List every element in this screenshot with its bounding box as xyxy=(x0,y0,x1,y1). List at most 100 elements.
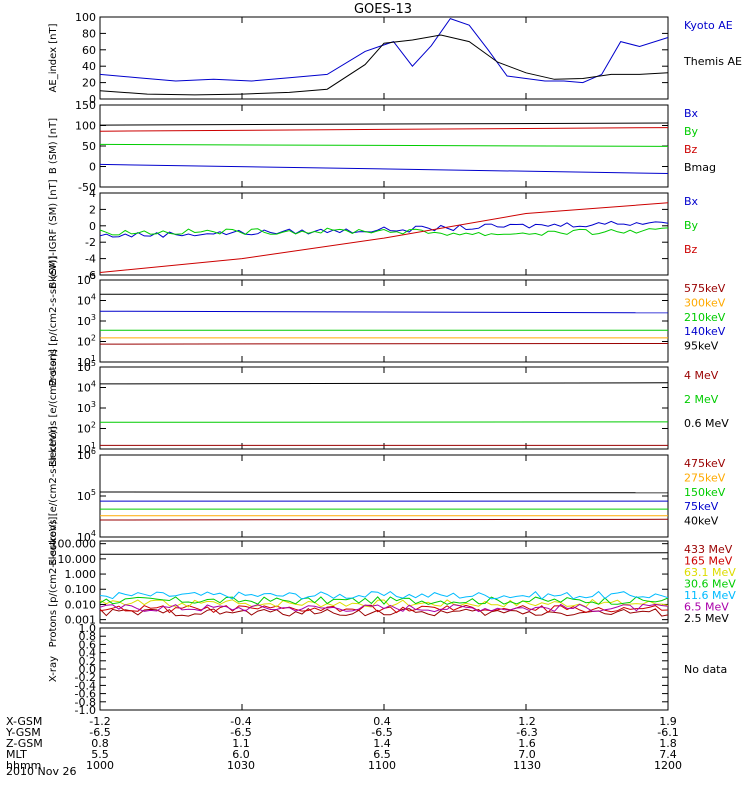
legend-label: 11.6 MeV xyxy=(684,589,736,602)
legend-label: 150keV xyxy=(684,486,726,499)
series-line-575keV xyxy=(99,343,669,345)
ephemeris-value: 1130 xyxy=(513,759,541,772)
panel-4: 101 102 103 104 105 Protons [p/(cm2-s-sr-keV)… xyxy=(48,256,726,387)
series-line-By xyxy=(99,227,669,237)
y-tick-label: 104 xyxy=(77,293,96,308)
legend-label: Bmag xyxy=(684,161,716,174)
panel-frame xyxy=(99,279,669,363)
y-tick-label: 20 xyxy=(82,77,96,90)
panel-2: -50 0 50 100 150 B (SM) [nT] Bx By Bz Bmag xyxy=(48,99,716,194)
series-line-140keV xyxy=(99,310,669,314)
series-line-6.5-MeV xyxy=(99,603,669,613)
y-axis-label: Protons [p/(cm2-s-sr-keV)] xyxy=(48,256,59,387)
y-tick-label: 80 xyxy=(82,27,96,40)
series-line-2.5-MeV xyxy=(99,552,669,555)
y-tick-label: 1.0 xyxy=(79,622,97,635)
ephemeris-value: -6.5 xyxy=(230,726,251,739)
legend-label: 140keV xyxy=(684,325,726,338)
panel-frame xyxy=(99,454,669,538)
series-line-433-MeV xyxy=(99,607,669,617)
legend-label: 210keV xyxy=(684,311,726,324)
legend-label: 30.6 MeV xyxy=(684,578,736,591)
y-tick-label: 1.000 xyxy=(65,568,97,581)
y-tick-label: -0.6 xyxy=(75,688,96,701)
y-tick-label: 60 xyxy=(82,44,96,57)
legend-label: 433 MeV xyxy=(684,543,733,556)
y-tick-label: 101 xyxy=(77,441,96,456)
y-tick-label: 0.2 xyxy=(79,655,97,668)
series-line-0.6-MeV xyxy=(99,382,669,385)
y-tick-label: 40 xyxy=(82,60,96,73)
series-line-Bz xyxy=(99,127,669,132)
ephemeris-value: 7.0 xyxy=(518,748,536,761)
y-tick-label: 102 xyxy=(77,421,96,436)
y-tick-label: 100.000 xyxy=(51,538,97,551)
series-line-475keV xyxy=(99,518,669,521)
y-tick-label: 0.001 xyxy=(65,614,97,627)
legend-label: 95keV xyxy=(684,340,719,353)
y-tick-label: -4 xyxy=(85,253,96,266)
y-tick-label: 0.0 xyxy=(79,663,97,676)
ephemeris-label: X-GSM xyxy=(6,715,42,728)
y-tick-label: 0 xyxy=(89,93,96,106)
ephemeris-label: MLT xyxy=(6,748,27,761)
series-line-Bz xyxy=(99,202,669,273)
ephemeris-value: -6.3 xyxy=(516,726,537,739)
y-axis-label: Protons [p/(cm2-s-sr-keV)] xyxy=(48,517,59,648)
y-tick-label: 4 xyxy=(89,187,96,200)
legend-label: Bx xyxy=(684,107,699,120)
series-line-30.6-MeV xyxy=(99,596,669,605)
ephemeris-value: -6.1 xyxy=(657,726,678,739)
legend-label: 165 MeV xyxy=(684,555,733,568)
y-tick-label: 50 xyxy=(82,140,96,153)
y-tick-label: 103 xyxy=(77,313,96,328)
legend-label: 40keV xyxy=(684,515,719,528)
y-tick-label: 105 xyxy=(77,359,96,374)
y-tick-label: 103 xyxy=(77,400,96,415)
ephemeris-value: 1000 xyxy=(86,759,114,772)
date-label: 2010 Nov 26 xyxy=(6,765,76,778)
series-line-Kyoto-AE xyxy=(99,18,669,84)
legend-label: 300keV xyxy=(684,296,726,309)
legend-label: 475keV xyxy=(684,457,726,470)
ephemeris-value: 7.4 xyxy=(659,748,677,761)
y-axis-label: B (SM) [nT] xyxy=(48,118,59,174)
y-tick-label: 102 xyxy=(77,334,96,349)
panel-6: 104 105 106 Electrons [e/(cm2-s-sr-keV)] 475… xyxy=(48,426,726,565)
ephemeris-value: 6.0 xyxy=(232,748,250,761)
y-tick-label: -1.0 xyxy=(75,704,96,717)
ephemeris-value: 0.8 xyxy=(91,737,109,750)
series-line-By xyxy=(99,143,669,147)
ephemeris-value: 5.5 xyxy=(91,748,109,761)
ephemeris-value: 1.1 xyxy=(232,737,250,750)
y-tick-label: 100 xyxy=(75,120,96,133)
y-tick-label: 104 xyxy=(77,529,96,544)
y-tick-label: 2 xyxy=(89,203,96,216)
panel-5: 101 102 103 104 105 Electrons [e/(cm2-s-sr)] 4… xyxy=(48,349,729,467)
panel-3: -6 -4 -2 0 2 4 B (SM)-IGRF (SM) [nT] Bx By Bz xyxy=(48,179,699,288)
series-line-40keV xyxy=(99,491,669,494)
y-axis-label: X-ray xyxy=(48,656,59,682)
y-tick-label: 0.010 xyxy=(65,598,97,611)
legend-label: By xyxy=(684,219,699,232)
legend-label: Themis AE xyxy=(683,55,742,68)
y-tick-label: -50 xyxy=(78,181,96,194)
y-tick-label: 0.4 xyxy=(79,647,97,660)
panel-frame xyxy=(99,192,669,276)
panel-frame xyxy=(99,366,669,450)
ephemeris-label: Z-GSM xyxy=(6,737,43,750)
y-tick-label: -6 xyxy=(85,269,96,282)
y-tick-label: 0.100 xyxy=(65,583,97,596)
panel-8: -1.0-0.8-0.6-0.4-0.20.00.20.40.60.81.0 X-… xyxy=(48,622,727,717)
y-tick-label: 0 xyxy=(89,220,96,233)
ephemeris-value: 1.6 xyxy=(518,737,536,750)
ephemeris-value: 1.4 xyxy=(373,737,391,750)
legend-label: Bx xyxy=(684,195,699,208)
panel-frame xyxy=(99,627,669,711)
legend-label: 275keV xyxy=(684,471,726,484)
y-tick-label: -0.8 xyxy=(75,696,96,709)
panel-7: 0.001 0.010 0.100 1.000 10.000 100.000Protons… xyxy=(48,517,736,648)
ephemeris-label: hhmm xyxy=(6,759,41,772)
y-tick-label: -0.4 xyxy=(75,679,96,692)
series-line-63.1-MeV xyxy=(99,598,669,608)
